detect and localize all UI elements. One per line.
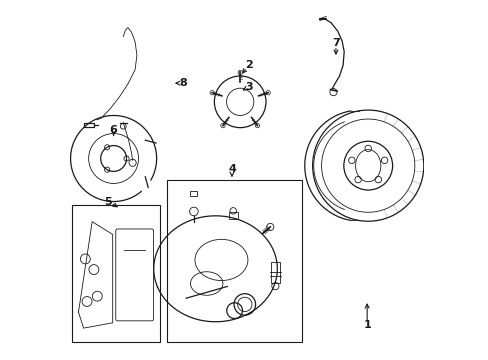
Text: 6: 6	[109, 125, 117, 135]
Bar	[72, 205, 160, 342]
Text: 4: 4	[227, 164, 235, 174]
Bar	[270, 262, 279, 283]
Text: 8: 8	[179, 78, 186, 88]
Text: 3: 3	[244, 82, 252, 92]
Bar	[83, 123, 94, 127]
Text: 7: 7	[331, 38, 339, 48]
Bar	[167, 180, 301, 342]
Text: 5: 5	[104, 197, 112, 207]
Text: 1: 1	[363, 320, 370, 330]
Bar	[228, 212, 237, 219]
Text: 2: 2	[244, 60, 252, 70]
Bar	[190, 191, 197, 196]
